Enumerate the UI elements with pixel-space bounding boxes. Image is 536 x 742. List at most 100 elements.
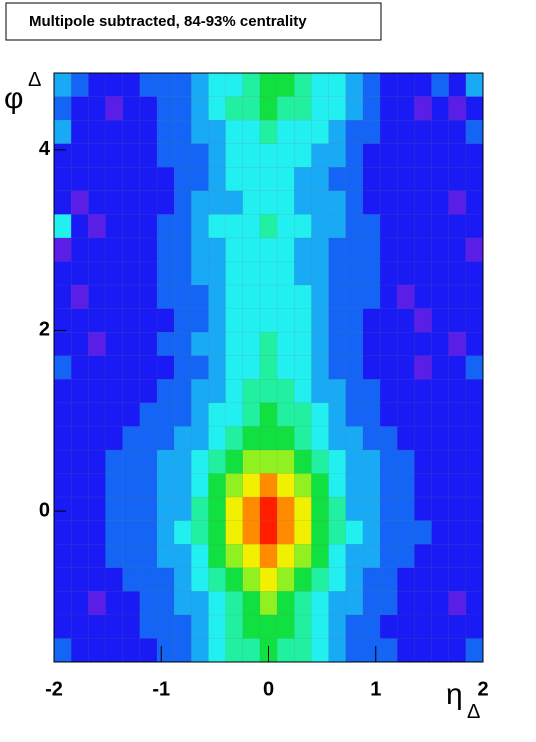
heatmap-cell — [139, 166, 158, 192]
heatmap-cell — [173, 379, 192, 404]
heatmap-cell — [311, 72, 330, 98]
heatmap-cell — [122, 355, 141, 380]
heatmap-cell — [414, 496, 433, 522]
heatmap-cell — [259, 96, 278, 121]
heatmap-cell — [156, 261, 175, 286]
heatmap-cell — [53, 402, 72, 427]
heatmap-cell — [379, 379, 398, 404]
heatmap-cell — [311, 119, 330, 145]
heatmap-cell — [362, 379, 381, 404]
heatmap-cell — [345, 119, 364, 145]
heatmap-cell — [105, 473, 124, 498]
heatmap-cell — [414, 166, 433, 192]
heatmap-cell — [156, 426, 175, 451]
heatmap-cell — [105, 426, 124, 451]
heatmap-cell — [225, 119, 244, 145]
heatmap-cell — [362, 496, 381, 522]
heatmap-cell — [88, 426, 107, 451]
heatmap-cell — [242, 308, 261, 333]
heatmap-cell — [276, 119, 295, 145]
heatmap-cell — [465, 237, 484, 263]
heatmap-cell — [465, 331, 484, 357]
heatmap-cell — [156, 143, 175, 168]
heatmap-cell — [328, 567, 347, 592]
heatmap-cell — [53, 166, 72, 192]
heatmap-cell — [311, 543, 330, 569]
heatmap-cell — [293, 426, 312, 451]
heatmap-cell — [139, 379, 158, 404]
heatmap-cell — [208, 496, 227, 522]
heatmap-cell — [191, 214, 209, 239]
heatmap-cell — [276, 614, 295, 639]
heatmap-cell — [242, 72, 261, 98]
heatmap-cell — [70, 473, 89, 498]
heatmap-cell — [396, 638, 415, 663]
heatmap-cell — [328, 638, 347, 663]
heatmap-cell — [379, 355, 398, 380]
heatmap-cell — [328, 520, 347, 545]
heatmap-cell — [173, 96, 192, 121]
heatmap-cell — [465, 355, 484, 380]
heatmap-cell — [139, 496, 158, 522]
heatmap-cell — [431, 614, 450, 639]
heatmap-cell — [465, 591, 484, 616]
heatmap-cell — [414, 237, 433, 263]
heatmap-cell — [53, 355, 72, 380]
heatmap-cell — [156, 591, 175, 616]
heatmap-cell — [208, 426, 227, 451]
heatmap-cell — [122, 237, 141, 263]
heatmap-cell — [311, 261, 330, 286]
heatmap-cell — [70, 426, 89, 451]
heatmap-cell — [276, 72, 295, 98]
heatmap-cell — [448, 190, 467, 215]
heatmap-cell — [191, 402, 209, 427]
heatmap-cell — [414, 426, 433, 451]
heatmap-cell — [311, 308, 330, 333]
heatmap-cell — [139, 614, 158, 639]
heatmap-cell — [208, 614, 227, 639]
heatmap-cell — [345, 261, 364, 286]
heatmap-cell — [448, 379, 467, 404]
heatmap-cell — [379, 473, 398, 498]
heatmap-cell — [173, 496, 192, 522]
heatmap-cell — [259, 426, 278, 451]
heatmap-cell — [173, 119, 192, 145]
heatmap-cell — [431, 543, 450, 569]
heatmap-cell — [293, 520, 312, 545]
heatmap-cell — [259, 567, 278, 592]
heatmap-cell — [173, 308, 192, 333]
heatmap-cell — [191, 331, 209, 357]
heatmap-cell — [53, 614, 72, 639]
heatmap-cell — [208, 190, 227, 215]
x-tick-label: -1 — [152, 678, 170, 700]
heatmap-cell — [448, 143, 467, 168]
heatmap-cell — [156, 543, 175, 569]
heatmap-cell — [362, 426, 381, 451]
heatmap-cell — [396, 143, 415, 168]
heatmap-cell — [208, 119, 227, 145]
heatmap-cell — [259, 614, 278, 639]
heatmap-cell — [448, 308, 467, 333]
heatmap-cell — [396, 402, 415, 427]
x-axis-label-subscript: Δ — [467, 701, 480, 723]
heatmap-cell — [191, 591, 209, 616]
heatmap-cell — [431, 143, 450, 168]
heatmap-cell — [328, 591, 347, 616]
heatmap-cell — [242, 543, 261, 569]
heatmap-cell — [396, 614, 415, 639]
heatmap-cell — [70, 166, 89, 192]
heatmap-cell — [276, 331, 295, 357]
heatmap-cell — [191, 96, 209, 121]
heatmap-cell — [122, 638, 141, 663]
heatmap-cell — [191, 426, 209, 451]
heatmap-cell — [362, 591, 381, 616]
heatmap-cell — [139, 543, 158, 569]
heatmap-cell — [328, 96, 347, 121]
heatmap-cell — [53, 426, 72, 451]
heatmap-cell — [362, 402, 381, 427]
heatmap-cell — [173, 520, 192, 545]
heatmap-cell — [276, 261, 295, 286]
heatmap-cell — [156, 379, 175, 404]
heatmap-cell — [105, 166, 124, 192]
heatmap-cell — [345, 567, 364, 592]
